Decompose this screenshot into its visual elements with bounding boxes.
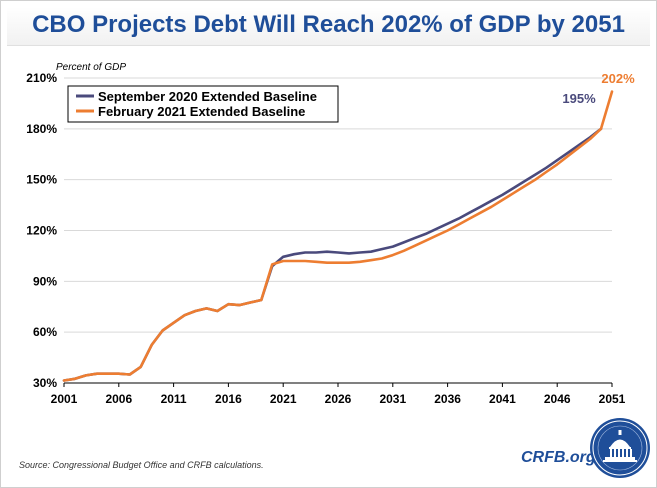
- y-axis-ticks: 30% 60% 90% 120% 150% 180% 210%: [26, 71, 57, 390]
- y-axis-label: Percent of GDP: [56, 62, 126, 73]
- x-tick-label: 2046: [544, 392, 571, 406]
- x-tick-label: 2001: [51, 392, 78, 406]
- source-note: Source: Congressional Budget Office and …: [19, 460, 264, 470]
- legend-label-sept: September 2020 Extended Baseline: [98, 89, 317, 104]
- y-tick-label: 120%: [26, 224, 57, 238]
- x-tick-label: 2041: [489, 392, 516, 406]
- y-tick-label: 90%: [33, 274, 57, 288]
- end-label-sept: 195%: [562, 91, 596, 106]
- series-line-feb-2021: [62, 90, 614, 382]
- y-tick-label: 150%: [26, 173, 57, 187]
- legend-label-feb: February 2021 Extended Baseline: [98, 104, 305, 119]
- y-tick-label: 210%: [26, 71, 57, 85]
- series-line-sept-2020: [62, 127, 603, 382]
- x-axis-ticks: 2001 2006 2011 2016 2021 2026 2031 2036 2041 2046…: [51, 383, 626, 406]
- gridlines: [64, 77, 612, 333]
- legend-box: [67, 85, 339, 123]
- title-banner: CBO Projects Debt Will Reach 202% of GDP…: [7, 7, 650, 46]
- y-tick-label: 30%: [33, 376, 57, 390]
- y-tick-label: 180%: [26, 122, 57, 136]
- x-tick-label: 2006: [105, 392, 132, 406]
- x-tick-label: 2036: [434, 392, 461, 406]
- x-tick-label: 2021: [270, 392, 297, 406]
- legend: September 2020 Extended Baseline Februar…: [67, 85, 339, 123]
- x-tick-label: 2016: [215, 392, 242, 406]
- y-tick-label: 60%: [33, 325, 57, 339]
- series-layer: [62, 90, 614, 382]
- x-tick-label: 2031: [379, 392, 406, 406]
- x-tick-label: 2051: [599, 392, 626, 406]
- end-label-feb: 202%: [601, 71, 635, 86]
- brand-link[interactable]: CRFB.org: [521, 449, 596, 466]
- x-tick-label: 2011: [161, 392, 187, 406]
- x-tick-label: 2026: [325, 392, 352, 406]
- crfb-logo-icon: [590, 418, 650, 478]
- chart-title: CBO Projects Debt Will Reach 202% of GDP…: [32, 11, 625, 38]
